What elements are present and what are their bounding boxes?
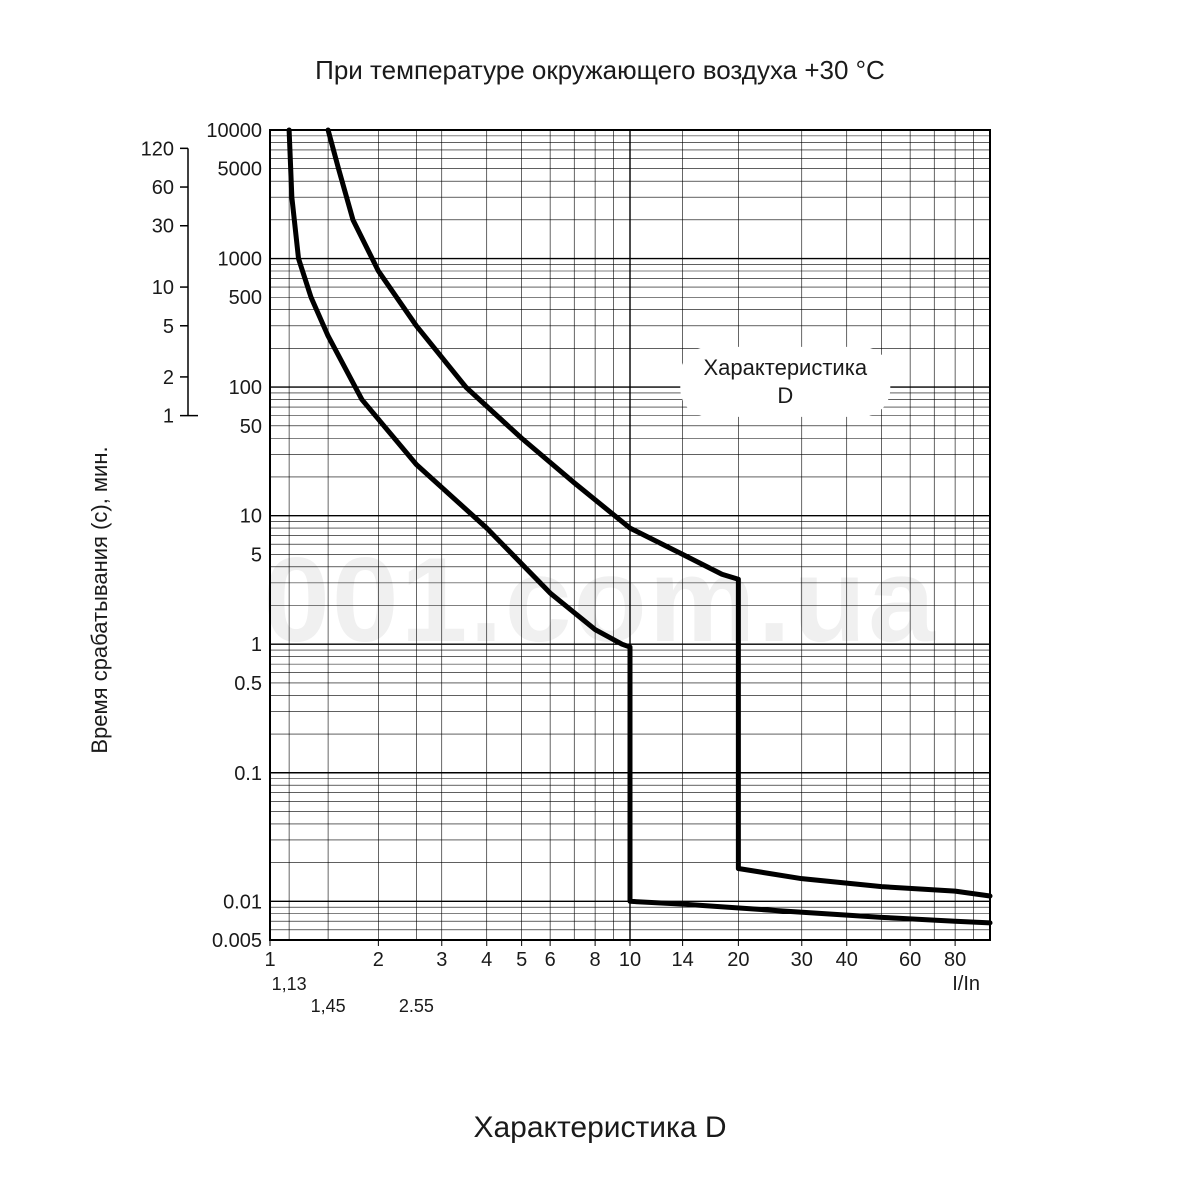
x-tick-label: 20 [727,949,749,971]
y-tick-label: 5000 [218,159,263,181]
trip-curve-chart: Характеристика D 0.005 0.01 0.1 0.5 1 5 10 50 100 5… [0,0,1200,1200]
x-tick-label: 3 [436,949,447,971]
x-tick-label: 10 [619,949,641,971]
y-tick-label: 0.1 [234,763,262,785]
y-minute-tick-label: 1 [163,406,174,428]
y-tick-label: 1000 [218,249,263,271]
x-tick-label: 40 [836,949,858,971]
upper-trip-curve [328,130,990,896]
x-tick-label: 60 [899,949,921,971]
y-minute-tick-label: 10 [152,277,174,299]
y-tick-label: 0.005 [212,930,262,952]
y-tick-label: 500 [229,287,262,309]
y-tick-label: 50 [240,416,262,438]
x-tick-label: 80 [944,949,966,971]
x-extra-tick: 1,13 [272,974,307,994]
x-tick-label: 4 [481,949,492,971]
y-minute-tick-label: 60 [152,177,174,199]
x-tick-label: 6 [545,949,556,971]
x-extra-tick: 2.55 [399,996,434,1016]
x-axis-label: I/In [952,973,980,995]
x-tick-label: 30 [791,949,813,971]
y-tick-label: 100 [229,377,262,399]
y-tick-label: 5 [251,544,262,566]
x-tick-label: 1 [264,949,275,971]
y-tick-label: 1 [251,634,262,656]
x-tick-label: 2 [373,949,384,971]
y-tick-label: 10000 [206,120,262,142]
x-tick-label: 5 [516,949,527,971]
y-tick-label: 10 [240,506,262,528]
y-minute-tick-label: 30 [152,216,174,238]
y-tick-label: 0.01 [223,891,262,913]
x-tick-label: 14 [671,949,693,971]
curve-annotation: Характеристика [704,355,868,380]
page: 001.com.ua При температуре окружающего в… [0,0,1200,1200]
x-extra-tick: 1,45 [311,996,346,1016]
x-tick-label: 8 [590,949,601,971]
svg-text:D: D [777,383,793,408]
y-tick-label: 0.5 [234,673,262,695]
y-minute-tick-label: 2 [163,367,174,389]
y-minute-tick-label: 120 [141,138,174,160]
lower-trip-curve [289,130,990,923]
y-minute-tick-label: 5 [163,316,174,338]
